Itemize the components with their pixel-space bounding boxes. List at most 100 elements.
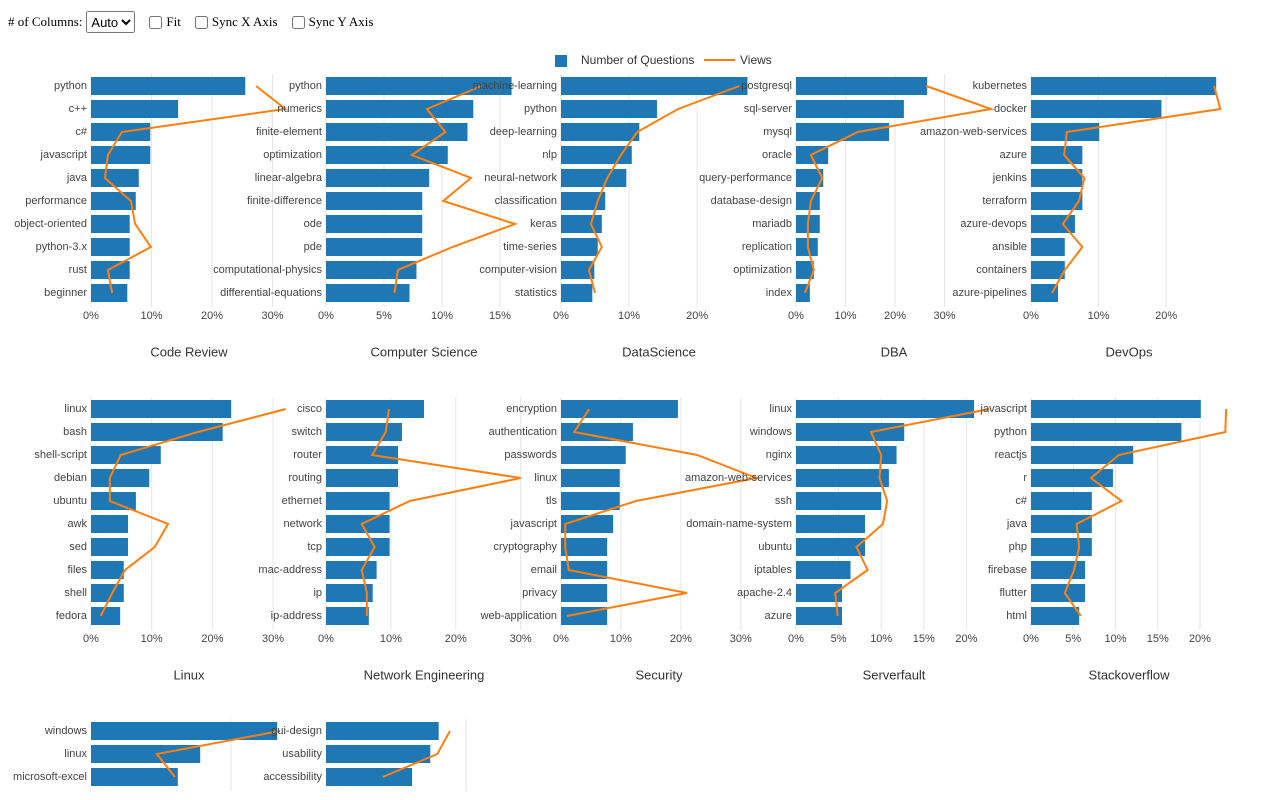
bar — [796, 100, 904, 118]
x-tick-label: 5% — [831, 633, 847, 645]
y-tick-label: c++ — [69, 103, 87, 115]
checkbox-label: Fit — [166, 14, 181, 29]
y-tick-label: bash — [63, 426, 87, 438]
y-tick-label: nlp — [542, 149, 557, 161]
bar — [796, 423, 905, 441]
bar — [796, 123, 890, 141]
bar — [91, 238, 130, 256]
checkbox-label: Sync Y Axis — [308, 14, 374, 29]
bar — [561, 284, 593, 302]
y-tick-label: computational-physics — [213, 264, 322, 276]
bar — [561, 238, 598, 256]
chart-title: Network Engineering — [364, 667, 485, 682]
y-tick-label: javascript — [510, 518, 557, 530]
x-tick-label: 10% — [870, 633, 892, 645]
bar — [796, 169, 824, 187]
y-tick-label: optimization — [263, 149, 322, 161]
y-tick-label: ssh — [775, 495, 792, 507]
checkbox[interactable] — [149, 15, 163, 29]
x-tick-label: 10% — [141, 633, 163, 645]
y-tick-label: python-3.x — [36, 241, 88, 253]
x-tick-label: 10% — [1104, 633, 1126, 645]
checkbox[interactable] — [291, 15, 305, 29]
x-tick-label: 10% — [380, 633, 402, 645]
y-tick-label: linux — [64, 403, 87, 415]
y-tick-label: encryption — [506, 403, 557, 415]
columns-select[interactable]: Auto — [86, 11, 136, 33]
x-tick-label: 15% — [489, 310, 511, 322]
y-tick-label: shell-script — [34, 449, 87, 461]
x-tick-label: 0% — [788, 310, 804, 322]
y-tick-label: gui-design — [271, 725, 322, 737]
views-line — [393, 85, 519, 294]
bar — [796, 446, 897, 464]
bar — [1031, 238, 1065, 256]
x-tick-label: 0% — [788, 633, 804, 645]
chart-title: Computer Science — [371, 344, 478, 359]
bar — [1031, 123, 1100, 141]
y-tick-label: ubuntu — [53, 495, 87, 507]
views-line — [382, 730, 451, 778]
bar — [561, 146, 632, 164]
y-tick-label: apache-2.4 — [737, 587, 792, 599]
y-tick-label: postgresql — [741, 80, 792, 92]
bar — [91, 169, 139, 187]
bar — [561, 169, 627, 187]
bar — [326, 469, 399, 487]
y-tick-label: docker — [994, 103, 1027, 115]
views-line — [99, 408, 287, 617]
views-line — [834, 408, 990, 617]
bar — [1031, 561, 1086, 579]
bar — [326, 400, 424, 418]
sync-x-toggle[interactable]: Sync X Axis — [194, 14, 278, 30]
chart-title: Code Review — [150, 344, 228, 359]
y-tick-label: flutter — [999, 587, 1027, 599]
bar — [91, 515, 129, 533]
bar — [1031, 446, 1134, 464]
bar — [91, 469, 150, 487]
bar — [1031, 284, 1059, 302]
y-tick-label: linux — [64, 748, 87, 760]
y-tick-label: statistics — [515, 287, 558, 299]
y-tick-label: sed — [69, 541, 87, 553]
y-tick-label: cisco — [297, 403, 322, 415]
chart-title: DevOps — [1106, 344, 1153, 359]
y-tick-label: finite-element — [256, 126, 322, 138]
y-tick-label: email — [531, 564, 557, 576]
bar — [326, 284, 410, 302]
bar — [1031, 192, 1083, 210]
y-tick-label: differential-equations — [220, 287, 322, 299]
bar — [326, 745, 431, 763]
y-tick-label: neural-network — [484, 172, 557, 184]
bar — [561, 538, 608, 556]
y-tick-label: terraform — [982, 195, 1027, 207]
y-tick-label: beginner — [44, 287, 87, 299]
bar — [326, 538, 390, 556]
bar — [91, 446, 161, 464]
y-tick-label: privacy — [522, 587, 557, 599]
bar — [796, 538, 866, 556]
views-line — [1063, 408, 1228, 617]
bar — [561, 123, 640, 141]
bar — [561, 261, 595, 279]
fit-toggle[interactable]: Fit — [149, 14, 181, 30]
y-tick-label: ode — [304, 218, 322, 230]
bar — [561, 77, 748, 95]
y-tick-label: mariadb — [752, 218, 792, 230]
y-tick-label: amazon-web-services — [685, 472, 792, 484]
y-tick-label: windows — [749, 426, 793, 438]
bar — [91, 146, 151, 164]
views-line — [103, 85, 288, 294]
y-tick-label: routing — [288, 472, 322, 484]
x-tick-label: 0% — [1023, 633, 1039, 645]
y-tick-label: java — [1006, 518, 1028, 530]
x-tick-label: 20% — [884, 310, 906, 322]
y-tick-label: web-application — [480, 610, 557, 622]
bar — [91, 768, 178, 786]
x-tick-label: 10% — [834, 310, 856, 322]
bar — [91, 492, 136, 510]
checkbox[interactable] — [194, 15, 208, 29]
sync-y-toggle[interactable]: Sync Y Axis — [291, 14, 374, 30]
bar — [91, 192, 136, 210]
y-tick-label: azure-pipelines — [952, 287, 1027, 299]
